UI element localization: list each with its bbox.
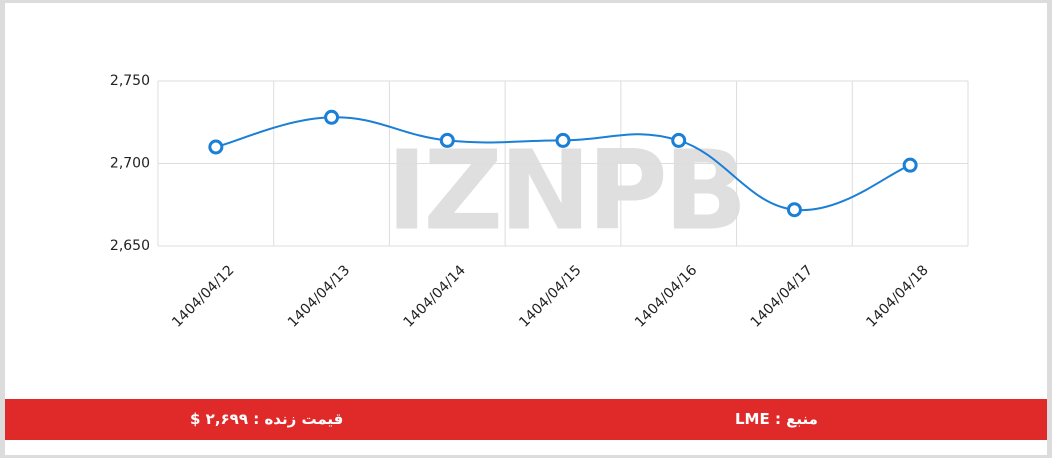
x-tick-label: 1404/04/14 [401, 262, 469, 330]
card: IZNPB 2,650 2,700 2,750 1404/04/12 1404/04/1… [5, 3, 1047, 455]
x-tick-label: 1404/04/18 [863, 262, 931, 330]
point [671, 132, 687, 148]
source: منبع : LME [735, 410, 818, 428]
x-tick-label: 1404/04/16 [632, 262, 700, 330]
point [902, 157, 918, 173]
y-tick-label: 2,750 [110, 73, 150, 89]
point [324, 109, 340, 125]
x-tick-label: 1404/04/15 [516, 262, 584, 330]
point [786, 202, 802, 218]
footer-bar: قیمت زنده : ۲,۶۹۹ $ منبع : LME [5, 399, 1047, 440]
x-tick-label: 1404/04/13 [285, 262, 353, 330]
point [555, 132, 571, 148]
y-tick-label: 2,700 [110, 156, 150, 172]
x-tick-label: 1404/04/17 [748, 262, 816, 330]
point [208, 139, 224, 155]
live-price: قیمت زنده : ۲,۶۹۹ $ [190, 410, 344, 428]
point [439, 132, 455, 148]
x-tick-label: 1404/04/12 [169, 262, 237, 330]
y-tick-label: 2,650 [110, 238, 150, 254]
